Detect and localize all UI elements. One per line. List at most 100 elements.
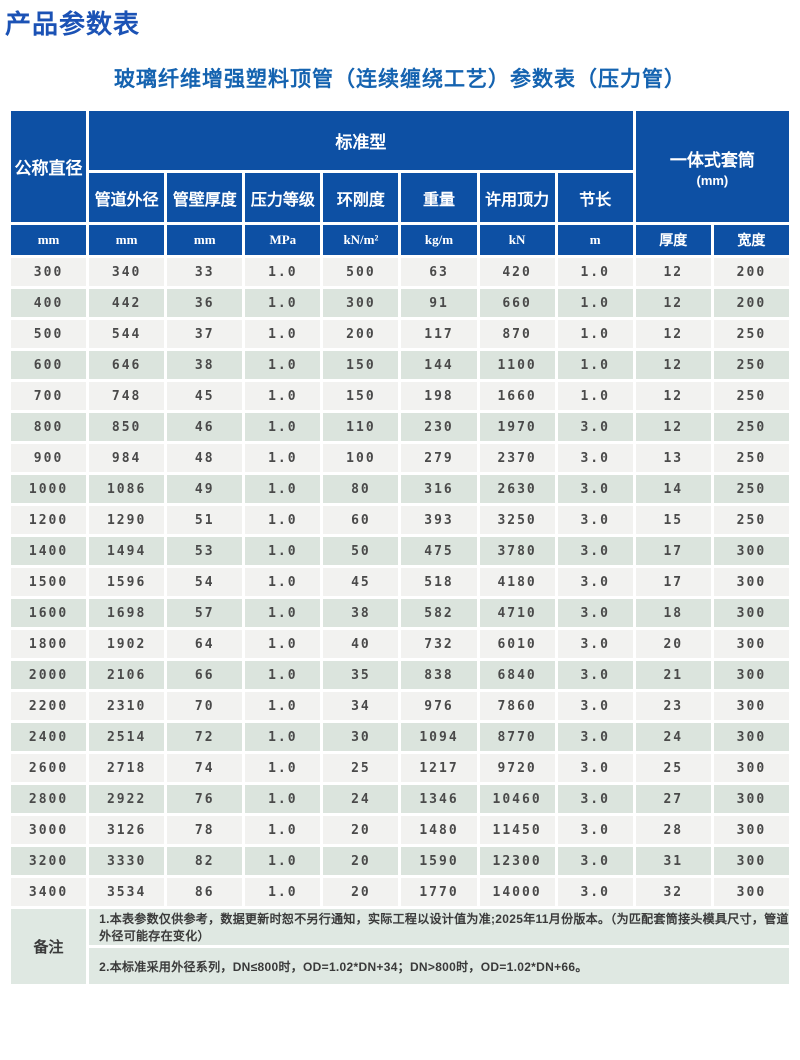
table-cell: 300 — [7, 255, 90, 289]
unit-wall-thickness: mm — [164, 222, 246, 258]
table-cell: 2630 — [476, 472, 558, 506]
table-cell: 13 — [632, 441, 714, 475]
table-cell: 53 — [164, 534, 246, 568]
table-cell: 3.0 — [554, 782, 636, 816]
table-cell: 3.0 — [554, 720, 636, 754]
table-cell: 300 — [710, 658, 793, 692]
table-cell: 2922 — [86, 782, 168, 816]
table-cell: 3.0 — [554, 565, 636, 599]
remark-note-2: 2.本标准采用外径系列，DN≤800时，OD=1.02*DN+34；DN>800… — [86, 945, 792, 987]
header-section-length: 节长 — [554, 170, 636, 225]
table-cell: 51 — [164, 503, 246, 537]
table-cell: 3.0 — [554, 844, 636, 878]
table-cell: 2106 — [86, 658, 168, 692]
table-cell: 1.0 — [242, 255, 324, 289]
table-cell: 1800 — [7, 627, 90, 661]
table-row: 2400 2514 72 1.0 30 1094 8770 3.0 24 300 — [7, 720, 793, 754]
header-wall-thickness: 管壁厚度 — [164, 170, 246, 225]
table-cell: 24 — [632, 720, 714, 754]
table-cell: 6840 — [476, 658, 558, 692]
table-cell: 50 — [320, 534, 402, 568]
sleeve-title: 一体式套筒 — [669, 150, 755, 170]
table-cell: 1290 — [86, 503, 168, 537]
table-cell: 3330 — [86, 844, 168, 878]
table-cell: 1.0 — [242, 534, 324, 568]
table-cell: 300 — [320, 286, 402, 320]
unit-ring-stiffness: kN/m² — [320, 222, 402, 258]
table-cell: 1480 — [398, 813, 480, 847]
table-cell: 1086 — [86, 472, 168, 506]
table-row: 3400 3534 86 1.0 20 1770 14000 3.0 32 300 — [7, 875, 793, 909]
table-cell: 2600 — [7, 751, 90, 785]
unit-pipe-od: mm — [86, 222, 168, 258]
table-row: 2200 2310 70 1.0 34 976 7860 3.0 23 300 — [7, 689, 793, 723]
table-cell: 1.0 — [554, 317, 636, 351]
table-cell: 3200 — [7, 844, 90, 878]
table-cell: 1902 — [86, 627, 168, 661]
table-cell: 198 — [398, 379, 480, 413]
table-cell: 3.0 — [554, 410, 636, 444]
unit-nominal-diameter: mm — [7, 222, 90, 258]
table-cell: 250 — [710, 410, 793, 444]
table-row: 700 748 45 1.0 150 198 1660 1.0 12 250 — [7, 379, 793, 413]
table-row: 1000 1086 49 1.0 80 316 2630 3.0 14 250 — [7, 472, 793, 506]
table-cell: 1494 — [86, 534, 168, 568]
table-cell: 63 — [398, 255, 480, 289]
table-cell: 250 — [710, 317, 793, 351]
header-pressure-class: 压力等级 — [242, 170, 324, 225]
table-cell: 3250 — [476, 503, 558, 537]
table-cell: 1698 — [86, 596, 168, 630]
table-cell: 1.0 — [242, 472, 324, 506]
table-cell: 72 — [164, 720, 246, 754]
table-cell: 340 — [86, 255, 168, 289]
table-cell: 60 — [320, 503, 402, 537]
table-cell: 544 — [86, 317, 168, 351]
table-cell: 1346 — [398, 782, 480, 816]
header-ring-stiffness: 环刚度 — [320, 170, 402, 225]
table-cell: 3.0 — [554, 503, 636, 537]
table-cell: 1.0 — [242, 410, 324, 444]
table-cell: 976 — [398, 689, 480, 723]
table-cell: 40 — [320, 627, 402, 661]
table-cell: 20 — [320, 875, 402, 909]
table-cell: 3.0 — [554, 751, 636, 785]
table-cell: 200 — [710, 286, 793, 320]
table-cell: 20 — [320, 844, 402, 878]
table-cell: 12 — [632, 410, 714, 444]
unit-section-length: m — [554, 222, 636, 258]
table-row: 3200 3330 82 1.0 20 1590 12300 3.0 31 300 — [7, 844, 793, 878]
table-cell: 9720 — [476, 751, 558, 785]
table-cell: 393 — [398, 503, 480, 537]
table-cell: 3.0 — [554, 658, 636, 692]
table-cell: 3.0 — [554, 472, 636, 506]
table-cell: 38 — [164, 348, 246, 382]
table-cell: 46 — [164, 410, 246, 444]
table-cell: 14 — [632, 472, 714, 506]
table-cell: 10460 — [476, 782, 558, 816]
table-cell: 300 — [710, 627, 793, 661]
table-cell: 1.0 — [242, 565, 324, 599]
table-cell: 70 — [164, 689, 246, 723]
table-cell: 3.0 — [554, 534, 636, 568]
table-cell: 17 — [632, 565, 714, 599]
table-cell: 748 — [86, 379, 168, 413]
table-cell: 18 — [632, 596, 714, 630]
table-cell: 2800 — [7, 782, 90, 816]
table-cell: 48 — [164, 441, 246, 475]
table-cell: 12 — [632, 379, 714, 413]
table-cell: 1.0 — [242, 720, 324, 754]
table-cell: 91 — [398, 286, 480, 320]
table-cell: 14000 — [476, 875, 558, 909]
remarks-label: 备注 — [7, 906, 90, 987]
table-row: 1600 1698 57 1.0 38 582 4710 3.0 18 300 — [7, 596, 793, 630]
table-cell: 1970 — [476, 410, 558, 444]
table-cell: 3.0 — [554, 875, 636, 909]
table-cell: 150 — [320, 348, 402, 382]
table-cell: 2310 — [86, 689, 168, 723]
table-cell: 82 — [164, 844, 246, 878]
table-cell: 1600 — [7, 596, 90, 630]
table-cell: 2514 — [86, 720, 168, 754]
table-cell: 279 — [398, 441, 480, 475]
table-cell: 110 — [320, 410, 402, 444]
table-cell: 1.0 — [554, 379, 636, 413]
